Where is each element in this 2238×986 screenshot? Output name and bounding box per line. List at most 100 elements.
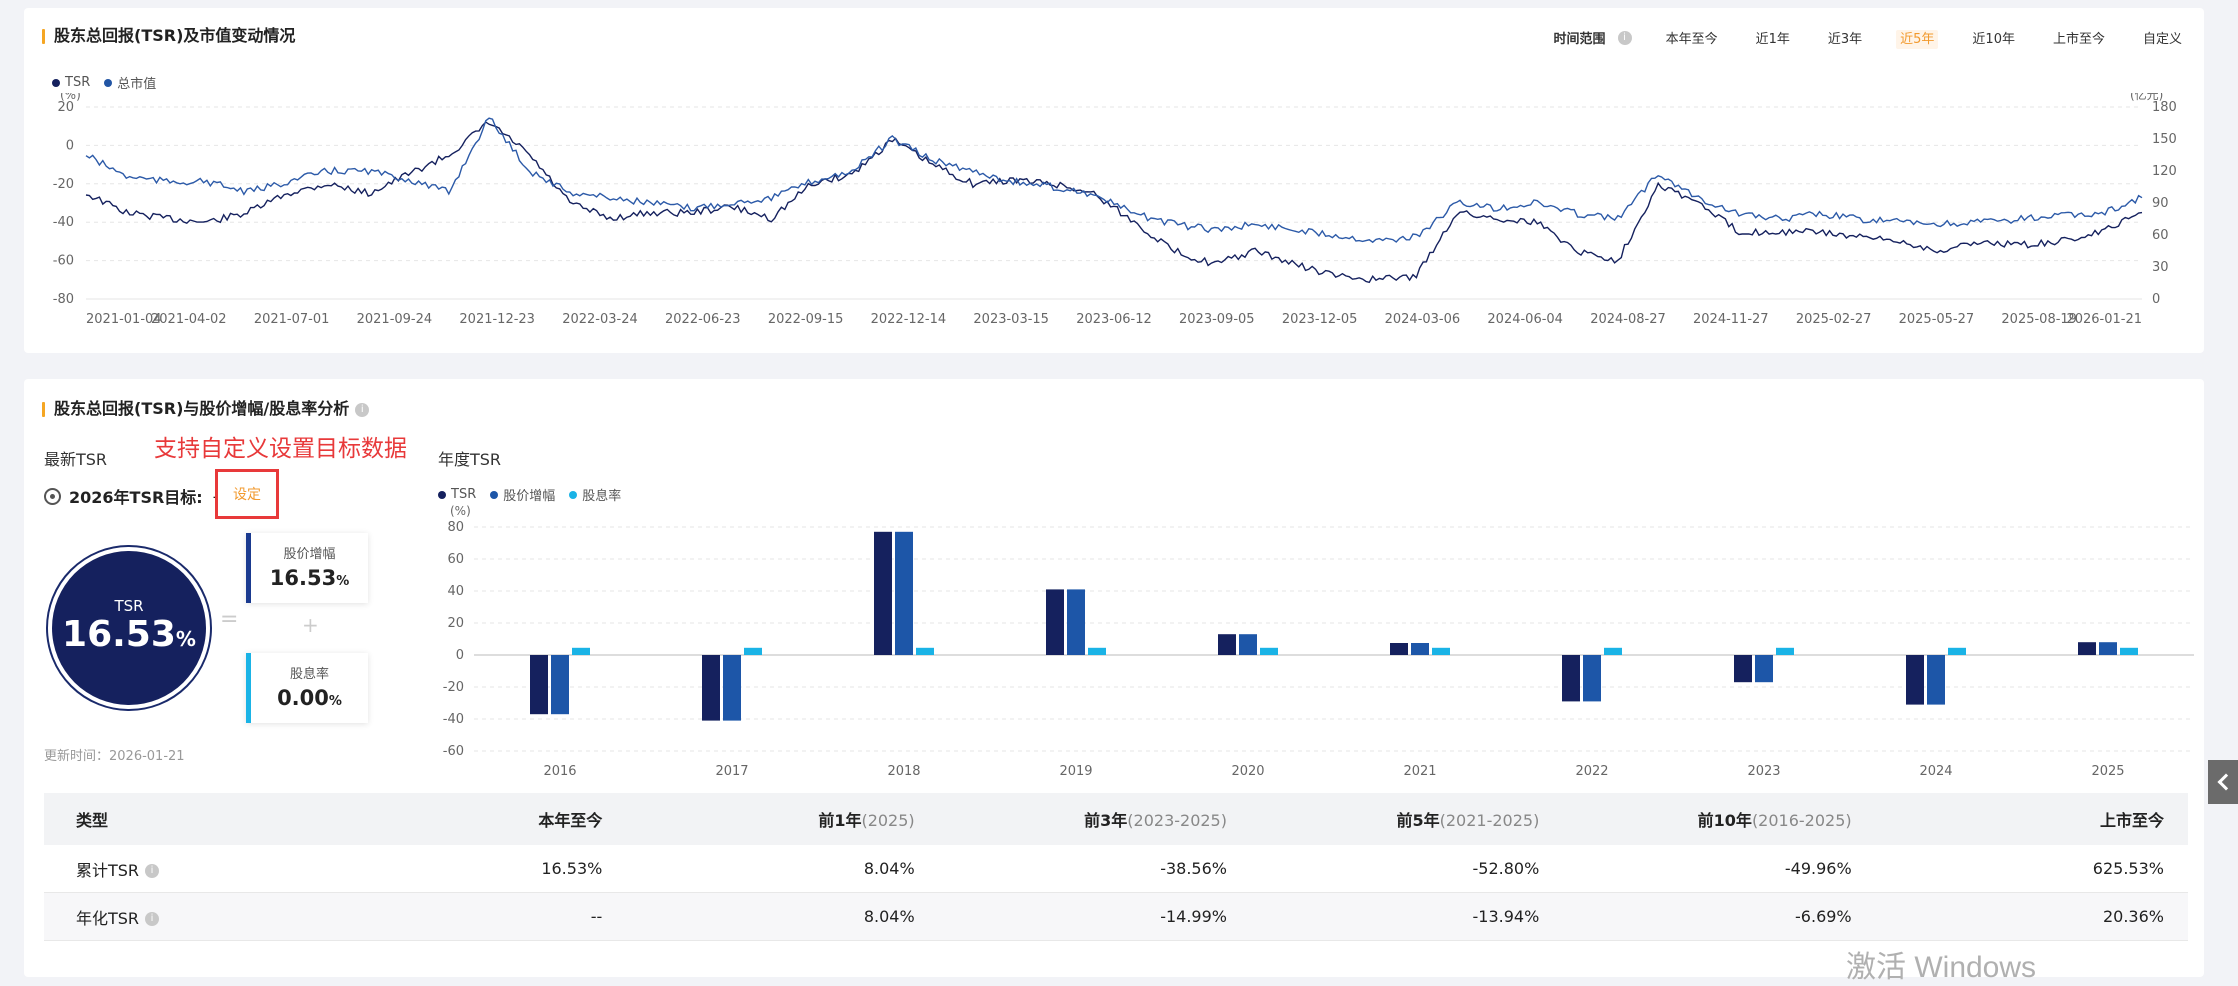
y-axis-tick: -20 bbox=[443, 680, 464, 695]
tsr-circle-label: TSR bbox=[114, 597, 144, 615]
panel-title: 股东总回报(TSR)及市值变动情况 bbox=[42, 26, 295, 46]
bar-股价增幅 bbox=[1411, 643, 1429, 655]
latest-tsr-label: 最新TSR bbox=[44, 450, 108, 469]
range-option[interactable]: 近5年 bbox=[1896, 30, 1939, 49]
y-axis-left-tick: 20 bbox=[57, 100, 74, 115]
tsr-table: 类型 本年至今 前1年(2025) 前3年(2023-2025) 前5年(2021-20… bbox=[44, 793, 2188, 941]
table-cell: 8.04% bbox=[863, 859, 915, 878]
info-icon[interactable]: i bbox=[355, 402, 370, 417]
bar-股息率 bbox=[744, 647, 762, 655]
legend-item-market-value[interactable]: 总市值 bbox=[104, 73, 156, 92]
x-axis-tick: 2023-03-15 bbox=[973, 312, 1049, 327]
table-cell: -6.69% bbox=[1795, 907, 1852, 926]
x-axis-tick: 2025-05-27 bbox=[1899, 312, 1975, 327]
bar-股息率 bbox=[1432, 647, 1450, 655]
bar-股价增幅 bbox=[2099, 642, 2117, 655]
legend-item-price-increase[interactable]: 股价增幅 bbox=[490, 485, 555, 504]
bar-股价增幅 bbox=[1239, 634, 1257, 655]
x-axis-tick: 2019 bbox=[1059, 764, 1092, 779]
bar-股息率 bbox=[1776, 647, 1794, 655]
x-axis-tick: 2024-06-04 bbox=[1487, 312, 1563, 327]
equals-sign: = bbox=[220, 607, 239, 632]
tsr-value-circle: TSR 16.53% bbox=[46, 545, 212, 711]
series-line-1 bbox=[85, 117, 2143, 244]
bar-股息率 bbox=[2120, 647, 2138, 655]
range-option[interactable]: 近1年 bbox=[1755, 32, 1790, 47]
table-row: 累计TSR i 16.53% 8.04% -38.56% -52.80% -49.96% 62… bbox=[44, 845, 2188, 893]
bar-股息率 bbox=[1260, 647, 1278, 655]
target-icon bbox=[44, 487, 61, 505]
x-axis-tick: 2025-08-19 bbox=[2001, 312, 2077, 327]
range-option[interactable]: 自定义 bbox=[2142, 32, 2182, 47]
bar-股息率 bbox=[1604, 647, 1622, 655]
range-option[interactable]: 近3年 bbox=[1827, 32, 1863, 47]
y-axis-tick: -40 bbox=[443, 712, 464, 727]
range-option[interactable]: 近10年 bbox=[1972, 32, 2015, 47]
dividend-yield-value: 0.00% bbox=[277, 686, 342, 710]
info-icon[interactable]: i bbox=[145, 864, 160, 878]
x-axis-tick: 2022-12-14 bbox=[871, 312, 947, 327]
update-time: 更新时间：2026-01-21 bbox=[44, 749, 185, 764]
tsr-analysis-panel: 股东总回报(TSR)与股价增幅/股息率分析 i 最新TSR 支持自定义设置目标数据… bbox=[24, 379, 2204, 977]
table-header-cell: 前1年(2025) bbox=[818, 811, 915, 830]
x-axis-tick: 2017 bbox=[715, 764, 748, 779]
bar-股价增幅 bbox=[1755, 655, 1773, 683]
y-axis-left-tick: -60 bbox=[53, 254, 74, 269]
y-axis-right-tick: 120 bbox=[2152, 164, 2177, 179]
x-axis-tick: 2025 bbox=[2091, 764, 2124, 779]
y-axis-tick: 40 bbox=[447, 584, 464, 599]
info-icon[interactable]: i bbox=[145, 912, 160, 926]
panel-title: 股东总回报(TSR)与股价增幅/股息率分析 i bbox=[42, 399, 370, 419]
bar-TSR bbox=[702, 655, 720, 721]
legend-item-tsr[interactable]: TSR bbox=[438, 485, 476, 504]
y-axis-right-tick: 60 bbox=[2152, 228, 2169, 243]
table-cell: 16.53% bbox=[541, 859, 603, 878]
annual-tsr-label: 年度TSR bbox=[438, 450, 502, 469]
range-option[interactable]: 本年至今 bbox=[1665, 32, 1718, 47]
y-axis-tick: 0 bbox=[456, 648, 464, 663]
x-axis-tick: 2022-06-23 bbox=[665, 312, 741, 327]
dividend-yield-card: 股息率 0.00% bbox=[246, 653, 368, 723]
table-header-cell: 类型 bbox=[76, 811, 109, 830]
bar-股价增幅 bbox=[1927, 655, 1945, 705]
bar-股价增幅 bbox=[1583, 655, 1601, 702]
y-axis-left-unit: (%) bbox=[60, 93, 81, 102]
table-cell: 8.04% bbox=[863, 907, 915, 926]
range-option[interactable]: 上市至今 bbox=[2052, 32, 2105, 47]
tsr-line-chart: (%) (亿元) 20 0 -20 -40 -60 -80 180 150 120 90 60 30 0 20… bbox=[53, 93, 2177, 327]
bar-股价增幅 bbox=[551, 655, 569, 715]
bar-TSR bbox=[1906, 655, 1924, 705]
x-axis-tick: 2022-03-24 bbox=[562, 312, 638, 327]
tsr-circle-value: 16.53% bbox=[62, 614, 196, 655]
y-axis-right-tick: 30 bbox=[2152, 260, 2169, 275]
dividend-yield-label: 股息率 bbox=[289, 667, 329, 682]
x-axis-tick: 2021-09-24 bbox=[357, 312, 433, 327]
bar-TSR bbox=[2078, 642, 2096, 655]
x-axis-tick: 2024 bbox=[1919, 764, 1952, 779]
table-cell: -- bbox=[590, 907, 603, 926]
table-header-cell: 前10年(2016-2025) bbox=[1697, 811, 1852, 830]
x-axis-tick: 2021-12-23 bbox=[459, 312, 535, 327]
x-axis-tick: 2023 bbox=[1747, 764, 1780, 779]
y-axis-tick: 80 bbox=[447, 520, 464, 535]
x-axis-tick: 2024-11-27 bbox=[1693, 312, 1769, 327]
table-header-cell: 本年至今 bbox=[538, 811, 603, 830]
annual-tsr-bar-chart: (%) 80 60 40 20 0 -20 -40 -60 2016 2017 2018 2019 202… bbox=[443, 504, 2194, 779]
table-header: 类型 本年至今 前1年(2025) 前3年(2023-2025) 前5年(2021-20… bbox=[44, 793, 2188, 845]
x-axis-tick: 2023-12-05 bbox=[1282, 312, 1358, 327]
tsr-market-value-panel: 股东总回报(TSR)及市值变动情况 时间范围 i 本年至今 近1年 近3年 近5年 近1… bbox=[24, 8, 2204, 353]
info-icon[interactable]: i bbox=[1617, 30, 1632, 45]
set-target-button[interactable]: 设定 bbox=[215, 469, 279, 519]
legend-item-tsr[interactable]: TSR bbox=[52, 73, 90, 92]
collapse-side-button[interactable] bbox=[2208, 760, 2238, 804]
table-cell: 625.53% bbox=[2092, 859, 2164, 878]
row-label: 累计TSR i bbox=[44, 857, 314, 881]
y-axis-left-tick: -40 bbox=[53, 215, 74, 230]
table-cell: -49.96% bbox=[1784, 859, 1852, 878]
x-axis-tick: 2025-02-27 bbox=[1796, 312, 1872, 327]
table-row: 年化TSR i -- 8.04% -14.99% -13.94% -6.69% 20.36% bbox=[44, 893, 2188, 941]
legend-item-dividend-yield[interactable]: 股息率 bbox=[569, 485, 621, 504]
bar-TSR bbox=[874, 531, 892, 655]
time-range-label: 时间范围 bbox=[1553, 32, 1606, 47]
x-axis-tick: 2016 bbox=[543, 764, 576, 779]
